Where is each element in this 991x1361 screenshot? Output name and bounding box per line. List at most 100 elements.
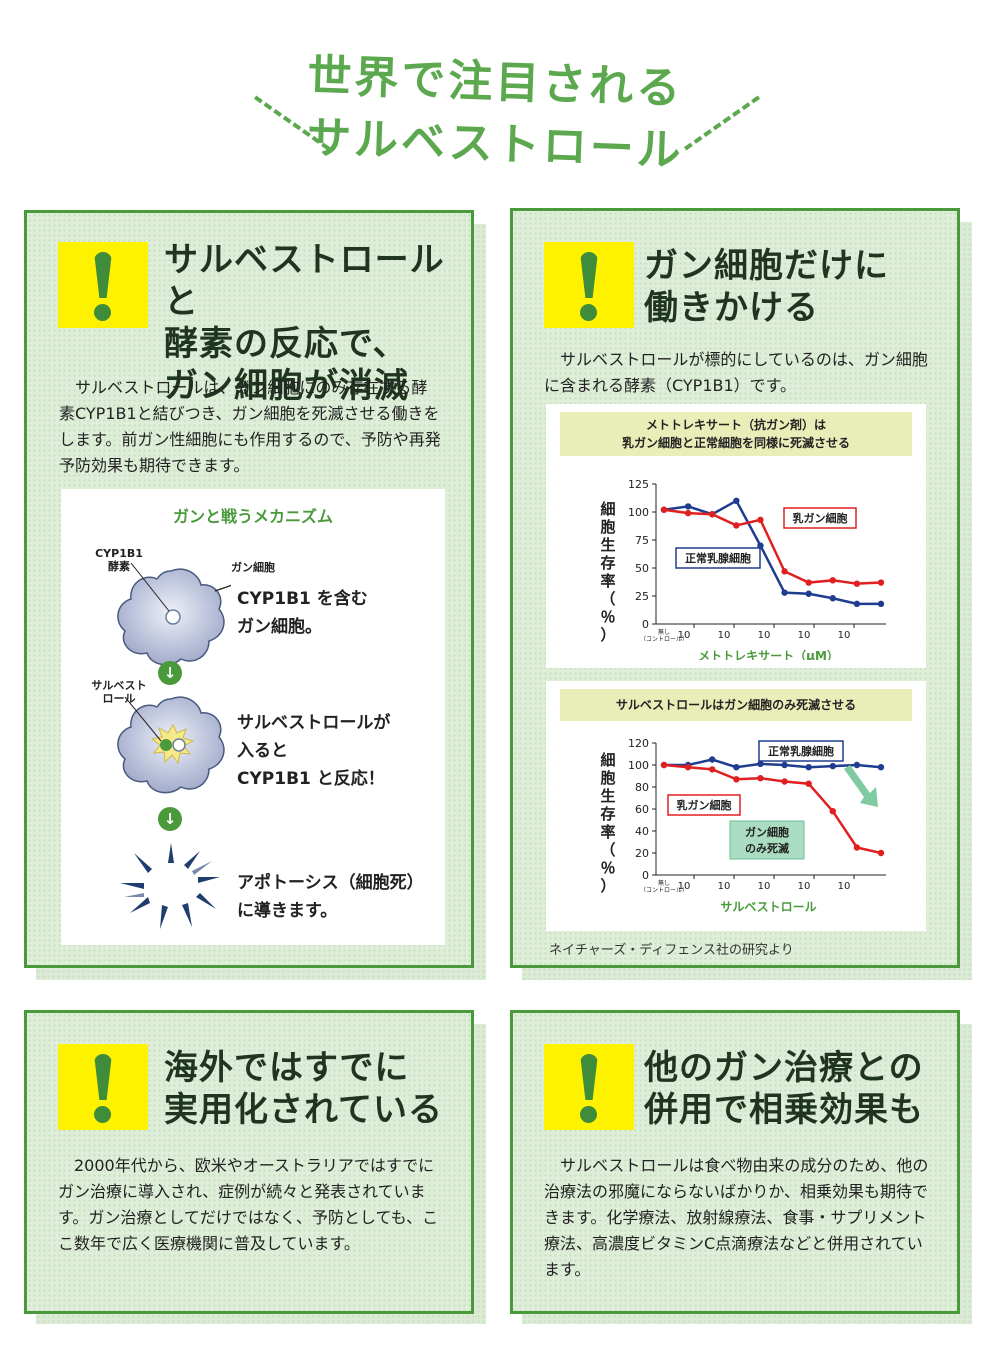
chart1-title: メトトレキサート（抗ガン剤）は 乳ガン細胞と正常細胞を同様に死滅させる [560, 412, 912, 456]
source-footnote: ネイチャーズ・ディフェンス社の研究より [549, 939, 794, 958]
chart2-title: サルベストロールはガン細胞のみ死滅させる [560, 689, 912, 721]
data-point [830, 808, 836, 814]
card-combination-therapy: 他のガン治療との 併用で相乗効果も サルベストロールは食べ物由来の成分のため、他… [510, 1010, 960, 1314]
data-point [805, 579, 811, 585]
annotation-line: ガン細胞 [745, 825, 789, 839]
x-tick-label: 10 [678, 630, 691, 641]
cancer-cell-icon [111, 563, 231, 673]
data-point [781, 568, 787, 574]
y-axis-label-char: ％ [600, 859, 615, 877]
y-axis-label-char: （ [600, 841, 615, 859]
x-tick-label: 10 [838, 630, 851, 641]
y-tick-label: 0 [642, 618, 649, 631]
x-tick-label: 10 [798, 630, 811, 641]
card2-body: サルベストロールが標的にしているのは、ガン細胞に含まれる酵素（CYP1B1）です… [544, 347, 934, 399]
y-tick-label: 0 [642, 869, 649, 882]
reacting-cell-icon [111, 691, 231, 801]
x-tick-label: 10 [758, 630, 771, 641]
data-point [878, 850, 884, 856]
y-tick-label: 60 [635, 803, 649, 816]
x-tick-label: 10 [718, 630, 731, 641]
x-tick-label: 無し [658, 879, 670, 887]
data-point [854, 601, 860, 607]
annotation-line: のみ死滅 [745, 841, 789, 855]
y-tick-label: 100 [628, 506, 649, 519]
data-point [733, 498, 739, 504]
legend-label: 乳ガン細胞 [677, 798, 732, 812]
y-tick-label: 100 [628, 759, 649, 772]
data-point [685, 764, 691, 770]
y-axis-label-char: （ [600, 590, 615, 608]
y-axis-label-char: 率 [600, 572, 615, 590]
annotation-arrow [838, 765, 878, 807]
data-point [757, 517, 763, 523]
y-axis-label-char: 細 [600, 751, 615, 769]
chart-salvestrol: サルベストロールはガン細胞のみ死滅させる 細胞生存率（％）02040608010… [546, 681, 926, 931]
y-tick-label: 125 [628, 478, 649, 491]
step3-text: アポトーシス（細胞死） に導きます。 [237, 869, 424, 925]
y-tick-label: 80 [635, 781, 649, 794]
x-tick-label: 無し [658, 628, 670, 636]
y-axis-label-char: 細 [600, 500, 615, 518]
data-point [805, 781, 811, 787]
data-point [781, 589, 787, 595]
y-tick-label: 50 [635, 562, 649, 575]
card3-body: 2000年代から、欧米やオーストラリアではすでにガン治療に導入され、症例が続々と… [58, 1153, 448, 1257]
card-cancer-mechanism: サルベストロールと 酵素の反応で、 ガン細胞が消滅 サルベストロールは、ガン細胞… [24, 210, 474, 968]
card-already-in-use: 海外ではすでに 実用化されている 2000年代から、欧米やオーストラリアではすで… [24, 1010, 474, 1314]
y-axis-label-char: ％ [600, 608, 615, 626]
chart1-plot: 細胞生存率（％）0255075100125無し（コントロール）101010101… [546, 460, 926, 660]
exclamation-icon [544, 1044, 634, 1130]
legend-label: 正常乳腺細胞 [768, 744, 834, 758]
y-axis-label-char: 存 [600, 805, 615, 823]
x-tick-label: 10 [798, 881, 811, 892]
data-point [781, 762, 787, 768]
x-tick-label: 10 [838, 881, 851, 892]
apoptosis-burst-icon [116, 839, 226, 931]
data-point [830, 763, 836, 769]
card-targets-cancer: ガン細胞だけに 働きかける サルベストロールが標的にしているのは、ガン細胞に含ま… [510, 208, 960, 968]
exclamation-icon [544, 242, 634, 328]
data-point [878, 579, 884, 585]
card2-heading: ガン細胞だけに 働きかける [644, 245, 889, 329]
step2-text: サルベストロールが 入ると CYP1B1 と反応！ [237, 709, 390, 793]
exclamation-icon [58, 242, 148, 328]
data-point [854, 580, 860, 586]
data-point [733, 776, 739, 782]
data-point [685, 503, 691, 509]
y-axis-label-char: 率 [600, 823, 615, 841]
x-tick-label: 10 [718, 881, 731, 892]
y-tick-label: 40 [635, 825, 649, 838]
data-point [733, 764, 739, 770]
y-axis-label-char: 存 [600, 554, 615, 572]
data-point [661, 507, 667, 513]
data-point [781, 778, 787, 784]
x-tick-label: 10 [758, 881, 771, 892]
data-point [878, 764, 884, 770]
card1-body: サルベストロールは、ガン細胞にのみ存在する酵素CYP1B1と結びつき、ガン細胞を… [59, 375, 443, 479]
y-tick-label: 20 [635, 847, 649, 860]
exclamation-icon [58, 1044, 148, 1130]
step1-text: CYP1B1 を含む ガン細胞。 [237, 585, 368, 641]
data-point [830, 577, 836, 583]
mechanism-panel: ガンと戦うメカニズム CYP1B1 酵素 ガン細胞 CYP1B1 を含む ガン細… [61, 489, 445, 945]
data-point [733, 522, 739, 528]
data-point [805, 764, 811, 770]
data-point [709, 766, 715, 772]
data-point [830, 595, 836, 601]
mechanism-title: ガンと戦うメカニズム [61, 503, 445, 527]
x-axis-label: サルベストロール [720, 900, 816, 914]
y-axis-label-char: 胞 [599, 769, 615, 787]
data-point [757, 775, 763, 781]
card4-body: サルベストロールは食べ物由来の成分のため、他の治療法の邪魔にならないばかりか、相… [544, 1153, 934, 1283]
y-axis-label-char: ） [600, 877, 615, 895]
y-tick-label: 120 [628, 737, 649, 750]
legend-label: 正常乳腺細胞 [685, 551, 751, 565]
card3-heading: 海外ではすでに 実用化されている [164, 1047, 443, 1131]
data-point [685, 510, 691, 516]
data-point [661, 762, 667, 768]
chart2-plot: 細胞生存率（％）020406080100120無し（コントロール）1010101… [546, 725, 926, 925]
data-point [805, 591, 811, 597]
x-tick-label: 10 [678, 881, 691, 892]
legend-label: 乳ガン細胞 [793, 511, 848, 525]
